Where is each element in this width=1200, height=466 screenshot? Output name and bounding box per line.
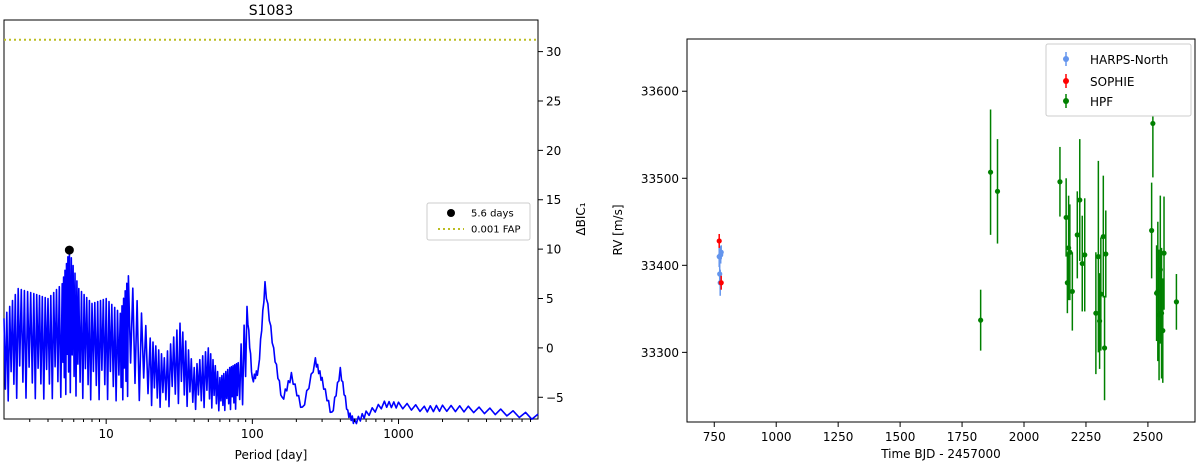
periodogram-y-label: ΔBIC₁ (574, 202, 588, 235)
periodogram-y-tick-label: 20 (546, 144, 561, 158)
rv-legend: HARPS-North SOPHIE HPF (1045, 43, 1192, 117)
periodogram-y-ticks: −5 0 5 10 15 20 25 30 (538, 45, 564, 405)
rv-y-tick-label: 33500 (641, 172, 679, 186)
hpf-point (978, 317, 984, 323)
harps-north-point (718, 249, 724, 255)
hpf-point (1095, 254, 1101, 260)
legend-hpf-label: HPF (1090, 95, 1113, 109)
hpf-point (1093, 310, 1099, 316)
hpf-point (1161, 250, 1167, 256)
periodogram-data-layer (3, 38, 539, 425)
hpf-point (1098, 291, 1104, 297)
rv-legend-box (1045, 43, 1192, 117)
rv-x-label: Time BJD - 2457000 (880, 447, 1001, 461)
sophie-point (716, 238, 722, 244)
hpf-point (1069, 288, 1075, 295)
hpf-point (1150, 120, 1156, 127)
periodogram-curve (3, 249, 539, 425)
rv-panel: 750 1000 1250 1500 1750 2000 2250 2500 33300 334… (611, 38, 1196, 461)
hpf-point (1074, 232, 1080, 238)
legend-harps-label: HARPS-North (1090, 53, 1168, 67)
legend-harps-marker (1063, 52, 1069, 66)
rv-x-tick-label: 1250 (823, 430, 854, 444)
periodogram-y-tick-label: 25 (546, 94, 561, 108)
rv-y-ticks: 33300 33400 33500 33600 (641, 85, 687, 360)
periodogram-y-tick-label: 5 (546, 292, 554, 306)
legend-sophie-label: SOPHIE (1090, 75, 1134, 89)
rv-x-tick-label: 750 (703, 430, 726, 444)
hpf-point (1149, 227, 1155, 234)
hpf-point (1103, 251, 1109, 257)
legend-fap-label: 0.001 FAP (471, 225, 521, 236)
rv-x-tick-label: 1000 (761, 430, 792, 444)
hpf-point (1101, 345, 1108, 351)
periodogram-y-tick-label: 0 (546, 341, 554, 355)
rv-x-tick-label: 1500 (885, 430, 916, 444)
periodogram-y-tick-label: 15 (546, 193, 561, 207)
hpf-point (1173, 299, 1180, 305)
hpf-point (1100, 233, 1106, 240)
hpf-point (987, 169, 994, 175)
periodogram-y-tick-label: 30 (546, 45, 561, 59)
periodogram-x-tick-label: 10 (99, 427, 114, 441)
rv-x-tick-label: 2000 (1009, 430, 1040, 444)
legend-hpf-marker (1063, 94, 1069, 108)
periodogram-x-label: Period [day] (235, 448, 308, 462)
hpf-point (1160, 328, 1166, 334)
rv-x-ticks: 750 1000 1250 1500 1750 2000 2250 2500 (703, 422, 1163, 444)
periodogram-y-tick-label: 10 (546, 243, 561, 257)
legend-sophie-marker (1063, 74, 1069, 88)
periodogram-title: S1083 (249, 3, 294, 19)
peak-marker (64, 245, 74, 255)
rv-y-tick-label: 33600 (641, 85, 679, 99)
legend-peak-label: 5.6 days (471, 209, 514, 220)
rv-data-layer (716, 69, 1180, 401)
hpf-point (1082, 252, 1088, 258)
rv-axes-frame (686, 38, 1196, 423)
periodogram-x-tick-label: 100 (241, 427, 264, 441)
periodogram-x-ticks: 10 100 1000 (29, 419, 532, 441)
periodogram-legend: 5.6 days 0.001 FAP (426, 202, 531, 241)
hpf-point (1057, 179, 1063, 185)
rv-x-tick-label: 1750 (947, 430, 978, 444)
periodogram-panel: 10 100 1000 −5 0 5 10 15 20 25 30 S1083 Period [d… (3, 3, 588, 462)
hpf-point (1067, 249, 1073, 255)
hpf-point (1079, 260, 1085, 267)
rv-y-tick-label: 33300 (641, 346, 679, 360)
periodogram-x-tick-label: 1000 (383, 427, 414, 441)
rv-x-tick-label: 2250 (1071, 430, 1102, 444)
periodogram-axes-frame (3, 19, 539, 420)
rv-x-tick-label: 2500 (1133, 430, 1164, 444)
rv-y-tick-label: 33400 (641, 259, 679, 273)
hpf-point (1077, 197, 1083, 203)
hpf-point (1063, 214, 1069, 221)
sophie-point (718, 280, 724, 286)
periodogram-y-tick-label: −5 (546, 391, 564, 405)
hpf-point (994, 188, 1001, 194)
rv-y-label: RV [m/s] (611, 204, 625, 255)
legend-peak-marker (447, 209, 455, 217)
